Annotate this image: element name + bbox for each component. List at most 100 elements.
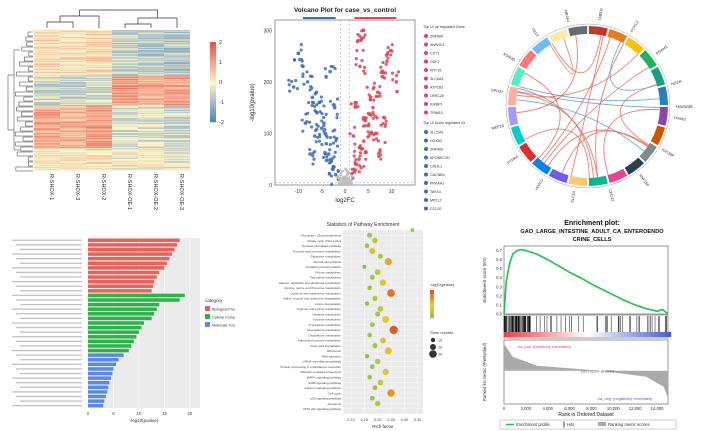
- heatmap-cell: [138, 74, 164, 76]
- circos-segment: [510, 66, 526, 87]
- heatmap-cell: [112, 101, 138, 103]
- heatmap-cell: [164, 94, 190, 96]
- colorbar-segment: [210, 112, 216, 115]
- heatmap-chart: R-SHOX-1 R-SHOX-3 R-SHOX-2 R-SHOX-OE-1 R-SHO…: [7, 9, 224, 210]
- heatmap-cell: [60, 56, 86, 58]
- heatmap-cell: [164, 148, 190, 150]
- heatmap-cell: [112, 86, 138, 88]
- heatmap-cell: [60, 35, 86, 37]
- heatmap-cell: [164, 61, 190, 63]
- heatmap-cell: [138, 144, 164, 146]
- heatmap-cell: [164, 163, 190, 165]
- gsea-title-line3: CRINE_CELLS: [573, 237, 612, 243]
- heatmap-cell: [86, 82, 112, 84]
- volcano-point: [329, 174, 334, 178]
- heatmap-cell: [86, 70, 112, 72]
- bubble-point: [372, 385, 378, 391]
- heatmap-cell: [112, 36, 138, 38]
- heatmap-cell: [138, 139, 164, 141]
- heatmap-cell: [34, 66, 60, 68]
- volcano-point: [367, 122, 371, 126]
- bubble-point: [369, 247, 376, 255]
- heatmap-cell: [164, 115, 190, 117]
- heatmap-cell: [60, 55, 86, 57]
- volcano-point: [287, 83, 291, 87]
- heatmap-cell: [112, 88, 138, 90]
- heatmap-cell: [138, 94, 164, 96]
- heatmap-cell: [86, 131, 112, 133]
- row-dendro-branch: [23, 96, 33, 102]
- heatmap-cell: [60, 60, 86, 62]
- heatmap-cell: [86, 157, 112, 159]
- heatmap-cell: [60, 126, 86, 128]
- row-dendro-branch: [27, 31, 33, 37]
- bubble-pathway-label: Tryptophan metabolism: [309, 323, 342, 327]
- bubble-x-label: Rich factor: [372, 424, 394, 429]
- heatmap-cell: [34, 84, 60, 86]
- volcano-point: [355, 40, 359, 44]
- heatmap-cell: [86, 127, 112, 129]
- volcano-point: [369, 113, 373, 117]
- heatmap-cell: [112, 162, 138, 164]
- heatmap-cell: [138, 42, 164, 44]
- heatmap-cell: [34, 117, 60, 119]
- gsea-color-band-segment: [520, 332, 524, 337]
- heatmap-cell: [164, 82, 190, 84]
- heatmap-cell: [86, 32, 112, 34]
- heatmap-cell: [112, 122, 138, 124]
- heatmap-cell: [34, 72, 60, 74]
- heatmap-cell: [112, 68, 138, 70]
- dendro-branch: [124, 23, 152, 28]
- heatmap-cell: [86, 121, 112, 123]
- heatmap-cell: [60, 68, 86, 70]
- heatmap-cell: [34, 30, 60, 32]
- bubble-size-legend-label: 10: [438, 339, 442, 343]
- colorbar-segment: [210, 114, 216, 117]
- gsea-color-band-segment: [617, 332, 622, 337]
- volcano-point: [337, 182, 341, 187]
- row-dendro-trunk: [7, 49, 20, 151]
- heatmap-cell: [86, 91, 112, 93]
- heatmap-cell: [86, 47, 112, 49]
- heatmap-cell: [112, 124, 138, 126]
- circos-link: [541, 37, 611, 162]
- volcano-point: [361, 139, 366, 143]
- volcano-point: [336, 175, 340, 179]
- heatmap-cell: [112, 117, 138, 119]
- heatmap-cell: [138, 62, 164, 64]
- legend-up-marker: [424, 42, 428, 47]
- heatmap-cell: [60, 38, 86, 40]
- volcano-point: [395, 89, 399, 94]
- go-term-label-placeholder: [12, 239, 82, 241]
- volcano-point: [325, 155, 329, 159]
- volcano-point: [361, 48, 365, 52]
- colorbar-segment: [210, 84, 216, 87]
- gsea-color-band-segment: [504, 332, 508, 337]
- volcano-point: [386, 50, 390, 55]
- gsea-y-tick: 0.4: [496, 275, 502, 280]
- heatmap-cell: [60, 49, 86, 51]
- colorbar-segment: [210, 98, 216, 101]
- volcano-point: [317, 139, 322, 143]
- gsea-color-band-segment: [626, 332, 630, 337]
- heatmap-cell: [138, 163, 164, 165]
- volcano-point: [301, 72, 305, 76]
- volcano-point: [299, 43, 303, 47]
- legend-up-gene: KRT19: [430, 69, 441, 73]
- go-bar: [88, 270, 160, 275]
- volcano-point: [378, 94, 382, 98]
- heatmap-cell: [164, 131, 190, 133]
- heatmap-cell: [60, 104, 86, 106]
- heatmap-cell: [112, 71, 138, 73]
- heatmap-cell: [86, 63, 112, 65]
- heatmap-cell: [86, 115, 112, 117]
- heatmap-cell: [34, 137, 60, 139]
- heatmap-cell: [60, 41, 86, 43]
- volcano-point: [333, 66, 337, 71]
- heatmap-cell: [112, 54, 138, 56]
- legend-up-marker: [424, 85, 428, 89]
- heatmap-cell: [112, 48, 138, 50]
- heatmap-cell: [60, 66, 86, 68]
- heatmap-cell: [112, 44, 138, 46]
- gsea-color-band-segment: [601, 332, 605, 337]
